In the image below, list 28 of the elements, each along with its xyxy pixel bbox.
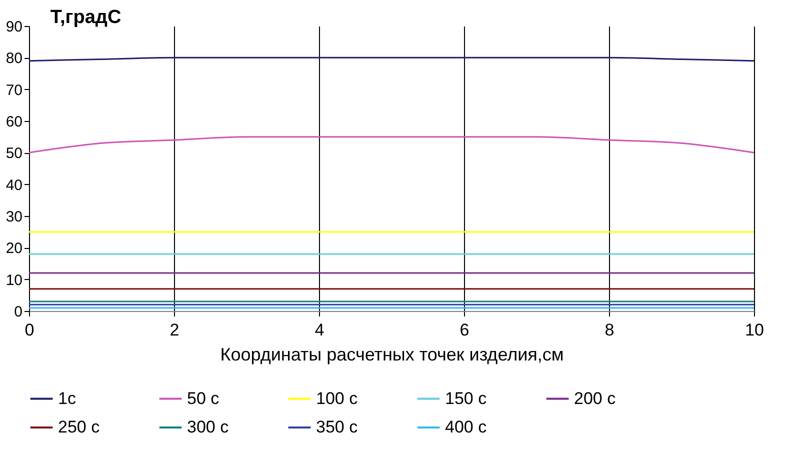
y-tick-label: 60 (6, 114, 22, 130)
legend-label: 200 с (574, 388, 616, 408)
legend-label: 250 с (58, 418, 100, 436)
legend-label: 400 с (445, 418, 488, 436)
y-tick-label: 80 (6, 50, 22, 68)
x-tick-label: 4 (314, 320, 324, 340)
legend-label: 100 с (316, 388, 358, 408)
chart-title: Т,градС (50, 7, 122, 28)
x-tick-label: 10 (745, 320, 764, 340)
y-tick-label: 70 (6, 82, 22, 99)
legend-label: 50 с (187, 388, 220, 408)
y-tick-label: 10 (6, 272, 22, 289)
y-tick-label: 20 (6, 240, 22, 258)
y-tick-label: 50 (6, 145, 22, 162)
y-tick-label: 40 (6, 176, 22, 194)
y-tick-label: 30 (6, 208, 22, 226)
x-axis-title: Координаты расчетных точек изделия,см (220, 344, 564, 364)
legend-label: 300 с (187, 418, 230, 436)
x-tick-label: 8 (604, 320, 614, 340)
line-series (28, 136, 755, 154)
y-tick-label: 0 (14, 304, 22, 320)
x-tick-label: 2 (170, 320, 180, 340)
legend-label: 1с (58, 388, 76, 408)
y-tick-label: 90 (6, 18, 22, 36)
legend-label: 350 с (316, 418, 358, 436)
x-tick-label: 0 (24, 320, 34, 340)
legend-label: 150 с (445, 388, 488, 408)
x-tick-label: 6 (460, 320, 470, 340)
